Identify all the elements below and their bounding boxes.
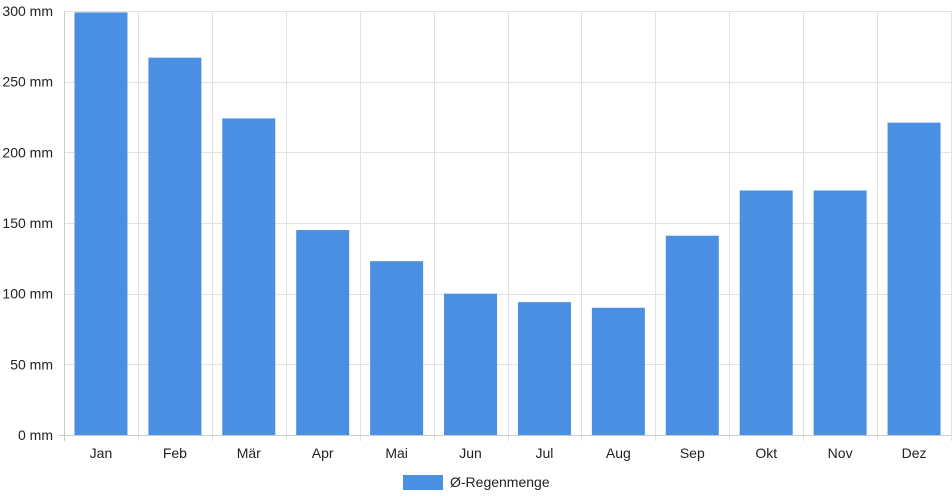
y-tick-label: 50 mm <box>10 356 53 372</box>
x-tick-label: Nov <box>828 445 853 461</box>
y-tick-label: 200 mm <box>2 144 53 160</box>
x-tick-label: Okt <box>755 445 777 461</box>
x-tick-label: Feb <box>163 445 187 461</box>
bar-jan[interactable] <box>74 12 128 436</box>
bar-mär[interactable] <box>222 118 276 435</box>
y-tick-label: 250 mm <box>2 74 53 90</box>
bar-apr[interactable] <box>296 230 350 435</box>
axes <box>58 11 951 441</box>
bar-jul[interactable] <box>517 302 571 435</box>
bar-jun[interactable] <box>444 293 498 435</box>
bar-nov[interactable] <box>813 190 867 435</box>
x-tick-label: Jul <box>536 445 554 461</box>
grid-lines <box>64 11 952 441</box>
y-tick-label: 300 mm <box>2 3 53 19</box>
x-axis-tick-labels: Jan Feb Mär Apr Mai Jun Jul Aug Sep Okt Nov Dez <box>90 445 927 461</box>
x-tick-label: Sep <box>680 445 705 461</box>
legend-label[interactable]: Ø-Regenmenge <box>450 474 550 490</box>
x-tick-label: Jan <box>90 445 113 461</box>
bar-mai[interactable] <box>370 261 424 435</box>
bar-okt[interactable] <box>739 190 793 435</box>
bar-feb[interactable] <box>148 57 202 435</box>
bar-sep[interactable] <box>665 235 719 435</box>
bars <box>74 12 941 436</box>
y-tick-label: 100 mm <box>2 286 53 302</box>
y-axis-tick-labels: 0 mm 50 mm 100 mm 150 mm 200 mm 250 mm 300 mm <box>2 3 53 443</box>
legend[interactable]: Ø-Regenmenge <box>403 474 550 490</box>
y-tick-label: 150 mm <box>2 215 53 231</box>
x-tick-label: Jun <box>459 445 482 461</box>
x-tick-label: Mär <box>237 445 261 461</box>
bar-aug[interactable] <box>591 307 645 435</box>
x-tick-label: Mai <box>385 445 408 461</box>
x-tick-label: Aug <box>606 445 631 461</box>
bar-dez[interactable] <box>887 122 941 436</box>
x-tick-label: Dez <box>902 445 927 461</box>
legend-swatch[interactable] <box>403 475 443 490</box>
y-tick-label: 0 mm <box>18 427 53 443</box>
x-tick-label: Apr <box>312 445 334 461</box>
